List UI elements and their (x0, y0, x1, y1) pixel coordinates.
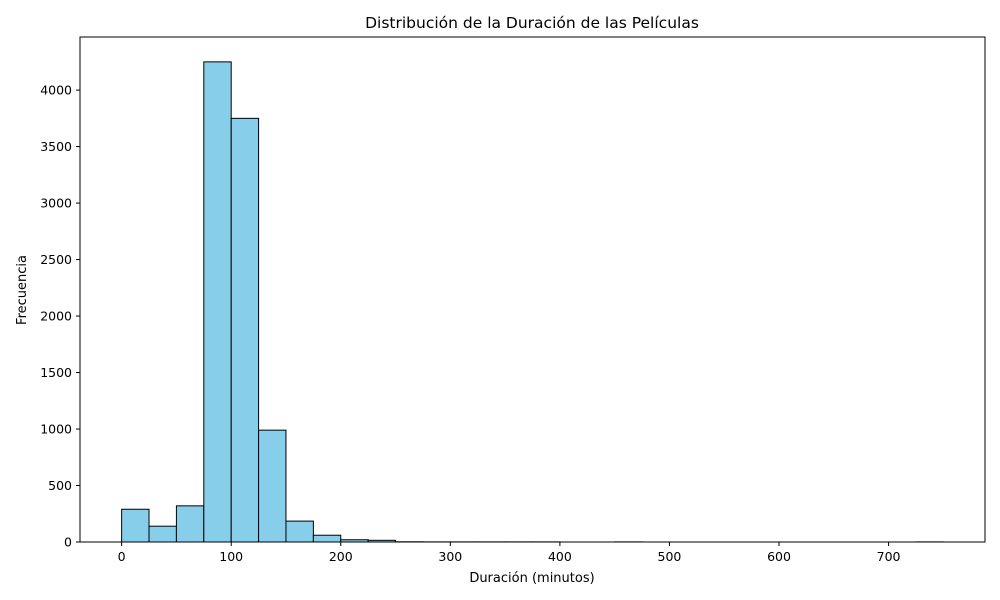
x-tick-label: 0 (118, 549, 126, 564)
x-axis-label: Duración (minutos) (469, 571, 594, 586)
histogram-bar (203, 61, 232, 543)
x-tick-label: 600 (767, 549, 791, 564)
y-tick-label: 1500 (40, 365, 72, 380)
bars-group (121, 61, 944, 543)
x-tick-label: 500 (658, 549, 682, 564)
histogram-bar (285, 520, 314, 543)
histogram-bar (148, 525, 177, 543)
plot-area-frame (79, 36, 986, 543)
x-tick-label: 100 (219, 549, 243, 564)
y-tick-label: 4000 (40, 83, 72, 98)
x-tick-label: 300 (438, 549, 462, 564)
histogram-bar (230, 117, 260, 543)
histogram-bar (175, 505, 205, 543)
y-tick-label: 3500 (40, 139, 72, 154)
y-tick-label: 3000 (40, 196, 72, 211)
x-tick-label: 700 (877, 549, 901, 564)
y-tick-label: 500 (48, 478, 72, 493)
x-tick-label: 200 (329, 549, 353, 564)
y-axis-ticks: 0 500 1000 1500 2000 2500 3000 3500 4000 (40, 83, 80, 550)
y-tick-label: 0 (64, 535, 72, 550)
chart-title: Distribución de la Duración de las Pelíc… (365, 14, 699, 32)
y-axis-label: Frecuencia (15, 255, 30, 325)
x-tick-label: 400 (548, 549, 572, 564)
y-tick-label: 2500 (40, 252, 72, 267)
y-tick-label: 2000 (40, 309, 72, 324)
y-tick-label: 1000 (40, 422, 72, 437)
histogram-bar (312, 534, 342, 543)
histogram-bar (121, 508, 150, 543)
histogram-bar (258, 429, 287, 543)
x-axis-ticks: 0 100 200 300 400 500 600 700 (118, 542, 901, 564)
